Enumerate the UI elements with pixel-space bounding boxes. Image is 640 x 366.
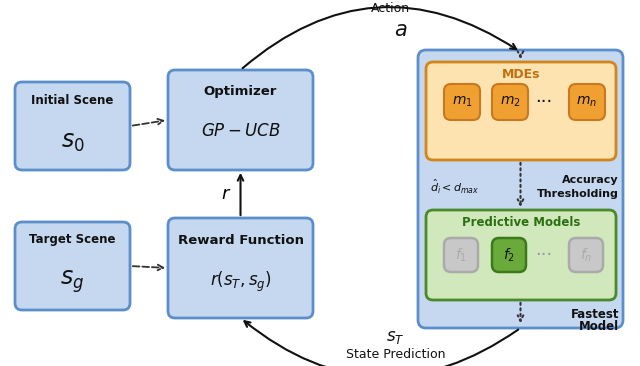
Text: $GP-UCB$: $GP-UCB$: [201, 123, 280, 141]
Text: Thresholding: Thresholding: [537, 189, 619, 199]
Text: $s_g$: $s_g$: [60, 269, 84, 295]
Text: $\hat{d}_i < d_{max}$: $\hat{d}_i < d_{max}$: [430, 178, 479, 196]
FancyBboxPatch shape: [444, 84, 480, 120]
Text: Action: Action: [371, 1, 410, 15]
Text: $m_n$: $m_n$: [577, 95, 598, 109]
Text: $a$: $a$: [394, 20, 407, 40]
Text: $m_1$: $m_1$: [452, 95, 472, 109]
FancyBboxPatch shape: [444, 238, 478, 272]
FancyBboxPatch shape: [426, 210, 616, 300]
Text: Optimizer: Optimizer: [204, 86, 277, 98]
Text: Initial Scene: Initial Scene: [31, 93, 114, 107]
Text: MDEs: MDEs: [502, 68, 540, 82]
Text: Target Scene: Target Scene: [29, 234, 116, 246]
FancyBboxPatch shape: [15, 82, 130, 170]
Text: ···: ···: [536, 93, 552, 111]
Text: Fastest: Fastest: [570, 307, 619, 321]
FancyBboxPatch shape: [492, 84, 528, 120]
Text: $r$: $r$: [221, 185, 232, 203]
Text: $s_0$: $s_0$: [61, 131, 84, 153]
Text: $f_2$: $f_2$: [503, 246, 515, 264]
Text: ···: ···: [536, 246, 552, 264]
FancyBboxPatch shape: [426, 62, 616, 160]
Text: Reward Function: Reward Function: [177, 234, 303, 246]
Text: $r(s_T, s_g)$: $r(s_T, s_g)$: [210, 270, 271, 294]
Text: $s_T$: $s_T$: [386, 329, 404, 347]
Text: Accuracy: Accuracy: [563, 175, 619, 185]
FancyBboxPatch shape: [569, 238, 603, 272]
FancyBboxPatch shape: [492, 238, 526, 272]
Text: Predictive Models: Predictive Models: [462, 217, 580, 229]
FancyBboxPatch shape: [569, 84, 605, 120]
Text: State Prediction: State Prediction: [346, 348, 445, 362]
Text: Model: Model: [579, 321, 619, 333]
Text: $f_1$: $f_1$: [455, 246, 467, 264]
Text: $f_n$: $f_n$: [580, 246, 592, 264]
FancyBboxPatch shape: [15, 222, 130, 310]
FancyBboxPatch shape: [168, 70, 313, 170]
Text: $m_2$: $m_2$: [500, 95, 520, 109]
FancyBboxPatch shape: [168, 218, 313, 318]
FancyBboxPatch shape: [418, 50, 623, 328]
